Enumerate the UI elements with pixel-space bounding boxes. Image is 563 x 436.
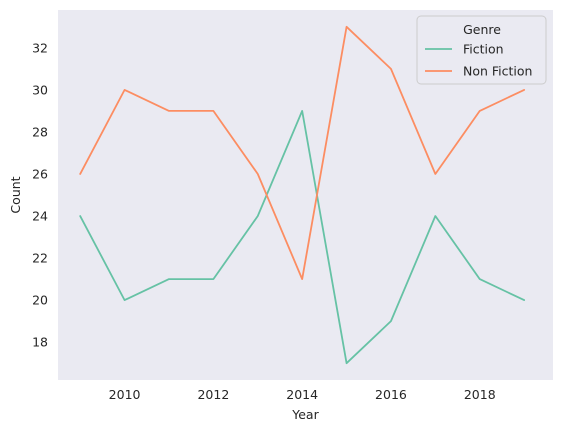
y-axis-ticks: 18 20 22 24 26 28 30 32 [32,40,48,349]
y-tick-label-28: 28 [32,124,48,139]
x-axis-label: Year [291,407,319,422]
y-tick-label-30: 30 [32,82,48,97]
legend-title: Genre [463,22,501,37]
y-tick-label-26: 26 [32,166,48,181]
x-tick-label-2016: 2016 [375,387,407,402]
x-tick-label-2018: 2018 [464,387,496,402]
y-tick-label-32: 32 [32,40,48,55]
legend-label-fiction: Fiction [463,42,504,57]
y-tick-label-24: 24 [32,209,48,224]
y-tick-label-20: 20 [32,293,48,308]
x-axis-ticks: 2010 2012 2014 2016 2018 [109,387,496,402]
x-tick-label-2012: 2012 [197,387,229,402]
y-tick-label-22: 22 [32,251,48,266]
x-tick-label-2010: 2010 [109,387,141,402]
x-tick-label-2014: 2014 [286,387,318,402]
legend: Genre Fiction Non Fiction [417,16,546,84]
y-tick-label-18: 18 [32,335,48,350]
legend-label-non-fiction: Non Fiction [463,64,532,79]
y-axis-label: Count [8,176,23,213]
